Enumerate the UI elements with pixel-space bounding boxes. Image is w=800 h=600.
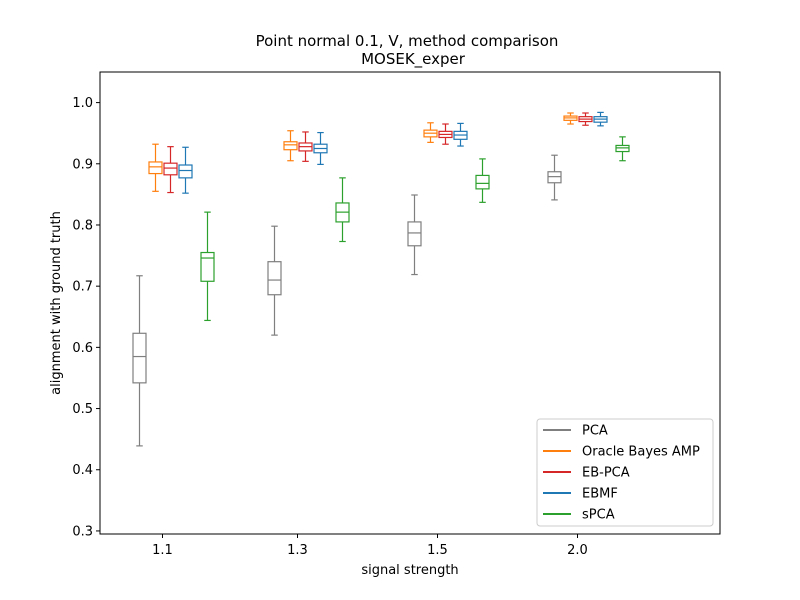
box-iqr (148, 161, 163, 175)
y-tick-label: 0.4 (72, 463, 93, 478)
legend-item: PCA (543, 424, 608, 439)
box-iqr (283, 141, 298, 151)
box-plot (200, 211, 215, 322)
box-series-group (132, 111, 630, 447)
series-oracle-bayes-amp (148, 112, 578, 192)
x-axis: 1.1 1.3 1.5 2.0 (152, 534, 588, 558)
box-plot (547, 154, 562, 201)
legend-label: Oracle Bayes AMP (582, 445, 700, 460)
box-plot (267, 225, 282, 336)
legend-item: EB-PCA (543, 466, 630, 481)
box-iqr (132, 332, 147, 384)
legend-item: Oracle Bayes AMP (543, 445, 700, 460)
y-tick-label: 0.8 (72, 218, 93, 233)
series-ebmf (178, 111, 608, 194)
y-tick-label: 0.9 (72, 157, 93, 172)
x-tick-label: 1.5 (427, 543, 448, 558)
legend-label: PCA (582, 424, 608, 439)
box-iqr (178, 164, 193, 179)
box-iqr (547, 171, 562, 184)
plot-frame (99, 71, 721, 535)
legend: PCA Oracle Bayes AMP EB-PCA EBMF sPCA (536, 418, 714, 527)
box-plot (615, 136, 630, 162)
box-iqr (475, 174, 490, 190)
box-iqr (407, 221, 422, 247)
series-pca (132, 154, 562, 447)
x-tick-label: 1.1 (152, 543, 173, 558)
box-plot (163, 146, 178, 194)
y-tick-label: 0.5 (72, 402, 93, 417)
legend-item: EBMF (543, 487, 618, 502)
box-plot (563, 112, 578, 125)
y-tick-label: 0.7 (72, 280, 93, 295)
legend-frame (536, 418, 714, 527)
legend-label: sPCA (582, 508, 615, 523)
box-plot (438, 123, 453, 145)
box-plot (298, 131, 313, 162)
box-iqr (615, 144, 630, 153)
x-tick-label: 2.0 (567, 543, 588, 558)
box-plot (313, 131, 328, 165)
legend-label: EBMF (582, 487, 618, 502)
y-axis-label: alignment with ground truth (49, 211, 64, 395)
box-plot (453, 122, 468, 147)
x-tick-label: 1.3 (287, 543, 308, 558)
box-plot (132, 275, 147, 447)
box-plot (423, 122, 438, 143)
box-plot (178, 146, 193, 194)
series-spca (200, 136, 630, 322)
box-plot (578, 112, 593, 126)
box-iqr (200, 251, 215, 282)
legend-label: EB-PCA (582, 466, 630, 481)
box-plot (593, 111, 608, 127)
box-plot (148, 143, 163, 192)
y-axis: 0.3 0.4 0.5 0.6 0.7 0.8 0.9 1.0 (72, 96, 100, 539)
box-plot (283, 130, 298, 162)
box-plot (475, 158, 490, 203)
chart-subtitle: MOSEK_exper (361, 50, 466, 69)
box-iqr (163, 162, 178, 176)
chart-title: Point normal 0.1, V, method comparison (256, 32, 559, 50)
y-tick-label: 0.6 (72, 341, 93, 356)
x-axis-label: signal strength (361, 563, 458, 578)
box-plot (407, 194, 422, 276)
box-iqr (267, 261, 282, 296)
legend-item: sPCA (543, 508, 615, 523)
plot-area (99, 71, 721, 535)
y-tick-label: 1.0 (72, 96, 93, 111)
y-tick-label: 0.3 (72, 524, 93, 539)
series-eb-pca (163, 112, 593, 194)
box-plot (335, 177, 350, 243)
